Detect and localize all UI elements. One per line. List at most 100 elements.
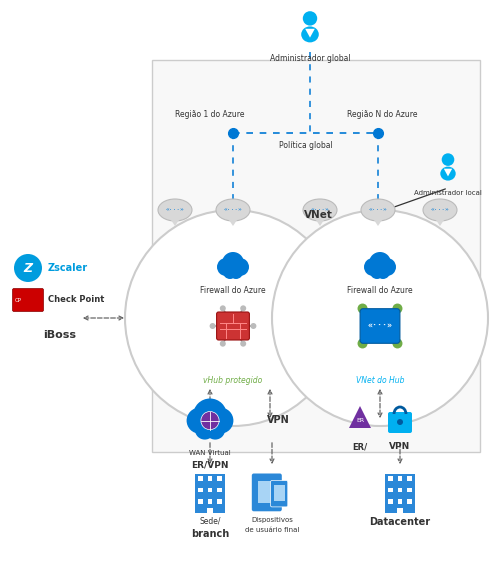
Circle shape	[358, 339, 368, 349]
FancyBboxPatch shape	[207, 499, 212, 503]
FancyBboxPatch shape	[271, 480, 288, 507]
Ellipse shape	[361, 199, 395, 221]
FancyBboxPatch shape	[360, 309, 400, 343]
Circle shape	[187, 407, 212, 434]
Circle shape	[223, 265, 237, 279]
Text: Região 1 do Azure: Região 1 do Azure	[175, 110, 245, 119]
FancyBboxPatch shape	[207, 507, 213, 513]
Ellipse shape	[216, 199, 250, 221]
Text: Política global: Política global	[279, 141, 332, 150]
FancyBboxPatch shape	[398, 476, 403, 481]
Text: ER/: ER/	[352, 442, 368, 451]
Text: Zscaler: Zscaler	[48, 263, 88, 273]
Circle shape	[222, 252, 244, 274]
FancyBboxPatch shape	[207, 487, 212, 492]
Text: Firewall do Azure: Firewall do Azure	[200, 286, 266, 295]
Text: Check Point: Check Point	[48, 295, 104, 305]
Circle shape	[195, 420, 215, 440]
Text: «···»: «···»	[431, 208, 450, 213]
Ellipse shape	[440, 166, 455, 180]
FancyBboxPatch shape	[216, 312, 249, 340]
Text: Administrador local: Administrador local	[414, 190, 482, 196]
Text: «···»: «···»	[368, 321, 393, 331]
FancyBboxPatch shape	[407, 499, 412, 503]
Text: Firewall do Azure: Firewall do Azure	[347, 286, 413, 295]
Text: «···»: «···»	[311, 208, 329, 213]
Text: Datacenter: Datacenter	[370, 517, 431, 527]
FancyBboxPatch shape	[274, 485, 285, 501]
Circle shape	[240, 340, 246, 347]
Ellipse shape	[158, 199, 192, 221]
Text: Dispositivos: Dispositivos	[251, 517, 293, 523]
Polygon shape	[171, 220, 179, 226]
Circle shape	[217, 258, 235, 276]
Circle shape	[392, 303, 403, 313]
FancyBboxPatch shape	[152, 60, 480, 452]
Polygon shape	[316, 220, 324, 226]
Circle shape	[207, 407, 233, 434]
Circle shape	[250, 323, 256, 329]
Text: ER: ER	[356, 417, 364, 423]
FancyBboxPatch shape	[388, 487, 393, 492]
Circle shape	[240, 305, 246, 312]
FancyBboxPatch shape	[388, 499, 393, 503]
Circle shape	[272, 210, 488, 426]
Text: Sede/: Sede/	[199, 517, 221, 526]
FancyBboxPatch shape	[398, 499, 403, 503]
Polygon shape	[349, 406, 371, 428]
Text: Z: Z	[23, 261, 33, 275]
Circle shape	[369, 252, 391, 274]
Text: WAN Virtual: WAN Virtual	[189, 450, 231, 456]
Circle shape	[229, 265, 243, 279]
Circle shape	[206, 420, 225, 440]
Circle shape	[125, 210, 341, 426]
Text: «···»: «···»	[165, 208, 184, 213]
FancyBboxPatch shape	[398, 487, 403, 492]
Polygon shape	[444, 169, 452, 176]
Text: Região N do Azure: Região N do Azure	[347, 110, 417, 119]
Text: CP: CP	[14, 298, 22, 302]
Polygon shape	[305, 29, 315, 38]
Ellipse shape	[303, 199, 337, 221]
Polygon shape	[229, 220, 237, 226]
Text: «···»: «···»	[224, 208, 243, 213]
Circle shape	[364, 258, 382, 276]
Circle shape	[220, 305, 226, 312]
Circle shape	[376, 265, 390, 279]
Polygon shape	[436, 220, 444, 226]
Ellipse shape	[301, 27, 319, 42]
FancyBboxPatch shape	[198, 476, 203, 481]
Circle shape	[370, 265, 384, 279]
Circle shape	[209, 323, 215, 329]
FancyBboxPatch shape	[195, 474, 225, 513]
Circle shape	[397, 419, 403, 425]
Circle shape	[303, 11, 317, 25]
Circle shape	[392, 339, 403, 349]
FancyBboxPatch shape	[388, 476, 393, 481]
Circle shape	[378, 258, 396, 276]
Text: branch: branch	[191, 529, 229, 539]
Text: ER/VPN: ER/VPN	[191, 460, 229, 469]
FancyBboxPatch shape	[388, 412, 412, 433]
FancyBboxPatch shape	[397, 507, 403, 513]
Circle shape	[201, 412, 219, 429]
Text: vHub protegido: vHub protegido	[204, 376, 263, 385]
Circle shape	[193, 398, 227, 432]
Polygon shape	[374, 220, 382, 226]
Circle shape	[220, 340, 226, 347]
FancyBboxPatch shape	[12, 288, 43, 312]
Text: «···»: «···»	[369, 208, 387, 213]
Circle shape	[231, 258, 249, 276]
FancyBboxPatch shape	[258, 481, 276, 503]
FancyBboxPatch shape	[217, 499, 222, 503]
Ellipse shape	[423, 199, 457, 221]
FancyBboxPatch shape	[198, 487, 203, 492]
FancyBboxPatch shape	[217, 487, 222, 492]
FancyBboxPatch shape	[407, 487, 412, 492]
Text: VNet do Hub: VNet do Hub	[356, 376, 404, 385]
FancyBboxPatch shape	[217, 476, 222, 481]
Text: de usuário final: de usuário final	[245, 527, 299, 533]
Text: VPN: VPN	[389, 442, 411, 451]
FancyBboxPatch shape	[407, 476, 412, 481]
Text: VPN: VPN	[267, 415, 289, 425]
